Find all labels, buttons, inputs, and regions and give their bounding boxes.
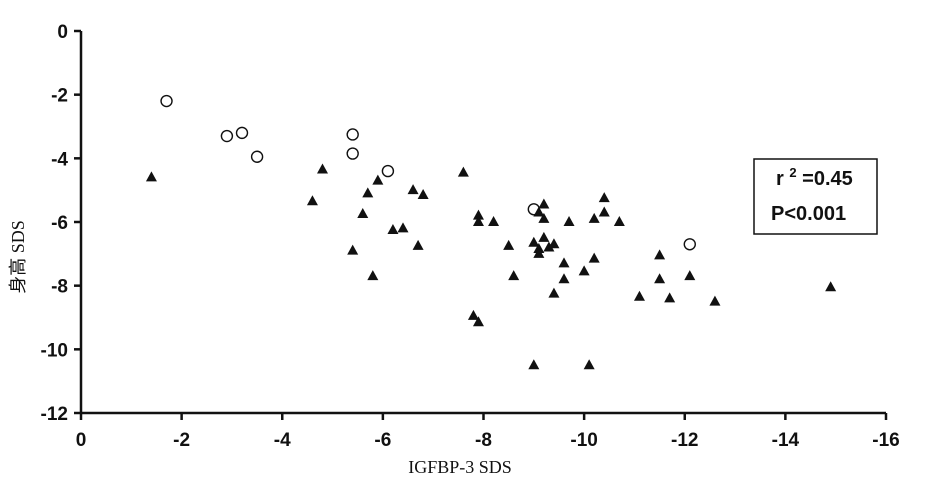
filled-triangle-point [145,171,157,182]
filled-triangle-point [558,257,570,268]
x-tick-label: -12 [671,430,698,451]
x-axis-title: IGFBP-3 SDS [408,457,512,477]
y-tick-label: -2 [51,86,68,107]
filled-triangle-point [664,292,676,303]
filled-triangle-point [412,239,424,250]
filled-triangle-point [613,216,625,226]
y-tick-label: -12 [41,404,68,425]
filled-triangle-point [357,208,369,219]
y-ticks-group: 0 -2 -4 -6 -8 -10 -12 [41,22,81,425]
x-tick-label: -2 [173,430,190,451]
filled-triangle-point [543,241,555,252]
filled-triangle-point [387,223,399,234]
x-tick-label: -10 [570,430,597,451]
y-tick-label: 0 [57,22,68,43]
r-squared-value: =0.45 [802,168,853,190]
x-tick-label: -8 [475,430,492,451]
filled-triangle-point [598,206,610,217]
filled-triangle-point [654,273,666,284]
filled-triangle-point [347,244,359,255]
x-tick-label: -14 [772,430,800,451]
filled-triangle-point [457,166,469,177]
open-circle-point [381,164,395,178]
filled-triangle-point [503,239,515,250]
x-tick-label: 0 [76,430,87,451]
filled-triangle-point [825,281,837,292]
filled-triangle-point [372,174,384,185]
r-superscript: 2 [789,165,796,180]
open-circle-point [683,238,696,251]
filled-triangle-point [538,231,550,242]
filled-triangle-point [598,192,610,203]
filled-triangle-point [538,198,550,209]
filled-triangle-point [578,265,590,276]
open-circle-point [346,147,359,160]
filled-triangle-point [583,359,595,370]
filled-triangle-point [548,238,560,249]
y-axis-title: 身高 SDS [8,220,28,294]
x-tick-label: -4 [274,430,291,451]
x-ticks-group: 0 -2 -4 -6 -8 -10 -12 -14 -16 [76,413,900,451]
open-circle-point [160,94,173,108]
filled-triangle-point [588,212,600,223]
y-tick-label: -10 [41,340,68,361]
filled-triangle-point [362,187,374,198]
filled-triangle-point [317,163,328,174]
filled-triangle-point [397,222,409,233]
filled-triangle-point [367,270,379,281]
filled-triangle-point [548,287,560,298]
data-points-group [145,94,837,370]
filled-triangle-point [538,212,550,223]
filled-triangle-point [533,206,545,217]
filled-triangle-point [306,195,318,206]
y-tick-label: -4 [51,149,68,170]
r-squared-text: r 2 =0.45 [776,160,853,190]
filled-triangle-point [588,252,600,263]
filled-triangle-point [467,309,479,320]
filled-triangle-point [508,270,520,281]
filled-triangle-point [472,209,484,220]
filled-triangle-point [528,236,540,247]
y-tick-label: -6 [51,213,68,234]
filled-triangle-point [633,290,645,301]
filled-triangle-point [488,216,500,226]
filled-triangle-point [528,359,540,370]
open-circle-point [235,126,249,140]
filled-triangle-point [417,188,429,199]
filled-triangle-point [472,316,484,327]
r-symbol: r [776,168,784,190]
filled-triangle-point [654,249,666,260]
x-tick-label: -16 [872,430,899,451]
p-value-text: P<0.001 [771,203,846,225]
filled-triangle-point [563,216,575,226]
open-circle-point [346,128,359,141]
filled-triangle-point [709,295,721,306]
open-circle-point [250,150,264,163]
open-circle-point [220,129,234,143]
filled-triangle-point [558,273,570,284]
filled-triangle-point [472,216,484,226]
statistics-box: r 2 =0.45 P<0.001 [753,158,878,235]
filled-triangle-point [684,270,696,281]
filled-triangle-point [533,247,545,258]
y-tick-label: -8 [51,277,68,298]
statistics-box-frame [753,158,878,235]
x-tick-label: -6 [374,430,391,451]
filled-triangle-point [407,184,419,195]
